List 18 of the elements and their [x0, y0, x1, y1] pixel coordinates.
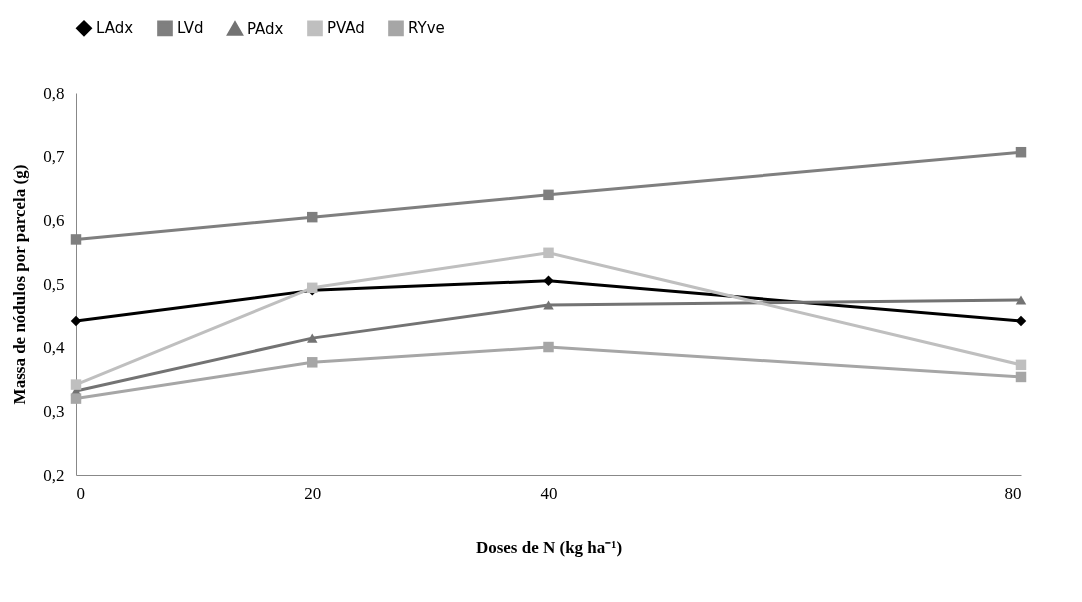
y-axis-title: Massa de nódulos por parcela (g): [10, 164, 30, 405]
legend-label: PVAd: [327, 19, 365, 38]
legend-label: LVd: [177, 19, 204, 38]
legend-label: LAdx: [96, 19, 134, 38]
x-axis-title: Doses de N (kg ha⁻¹): [475, 537, 623, 557]
legend-label: RYve: [408, 19, 445, 38]
y-tick-label: 0,7: [43, 147, 65, 167]
legend-label: PAdx: [247, 19, 284, 38]
x-tick-label: 80: [1004, 483, 1022, 503]
y-tick-label: 0,2: [43, 465, 65, 485]
x-tick-label: 0: [76, 483, 85, 503]
y-tick-label: 0,6: [43, 210, 65, 230]
y-tick-label: 0,5: [43, 274, 65, 294]
y-tick-label: 0,3: [43, 401, 65, 421]
x-tick-label: 40: [540, 483, 558, 503]
y-tick-label: 0,8: [43, 83, 65, 103]
y-tick-label: 0,4: [43, 338, 65, 358]
x-tick-label: 20: [304, 483, 322, 503]
